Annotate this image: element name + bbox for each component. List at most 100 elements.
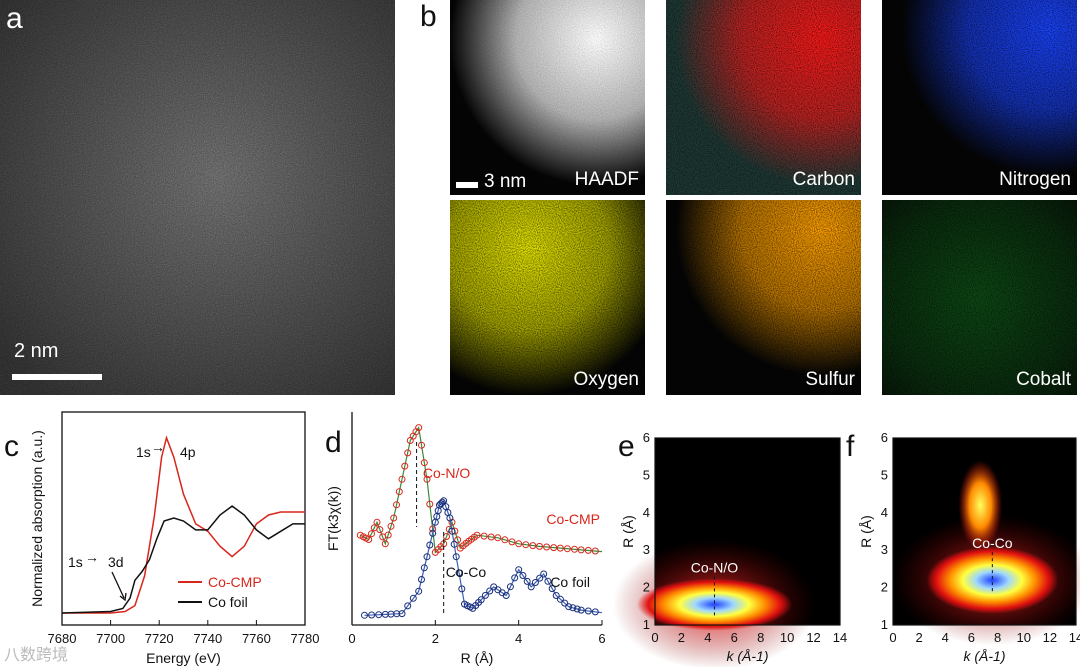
data-point-co-cmp [381,540,389,548]
data-point-co-foil [591,608,599,616]
heatmap-background-e [655,438,840,625]
panel-letter-a: a [6,2,23,35]
data-point-co-foil [426,541,434,549]
data-point-co-cmp [404,449,412,457]
panel-letter-c: c [4,430,19,463]
data-point-co-cmp [395,488,403,496]
x-tick-label-d: 2 [432,631,439,646]
eds-map-label: Sulfur [805,369,855,390]
x-tick-label-d: 6 [598,631,605,646]
x-tick-label-f: 2 [916,630,923,645]
data-point-co-cmp [387,522,395,530]
data-point-co-foil [461,600,468,608]
data-point-co-foil [434,507,442,515]
data-point-co-cmp [393,501,400,509]
data-point-co-foil [540,570,548,578]
data-point-co-foil [565,603,573,611]
y-axis-label-c: Normalized absorption (a.u.) [29,430,45,607]
series-label-co-cmp: Co-CMP [546,511,600,527]
pointer-arrowhead-3d [119,592,127,602]
data-point-co-cmp [584,546,592,554]
x-tick-label-c: 7740 [193,631,222,646]
data-point-co-cmp [431,548,439,556]
data-point-co-cmp [384,531,392,539]
series-line-co-cmp [62,435,305,614]
heatmap-glow-f [891,514,1080,646]
data-point-co-foil [573,605,581,613]
x-tick-label-d: 0 [348,631,355,646]
x-tick-label-e: 0 [651,630,658,645]
haadf-stem-image: a 2 nm [0,0,395,395]
x-tick-label-e: 4 [704,630,711,645]
heatmap-secondary-lobe [958,460,1003,551]
data-point-co-cmp [368,530,375,538]
data-point-co-foil [527,583,535,591]
annotation-1s-4p-to: 4p [180,444,196,460]
data-point-co-foil [437,500,445,508]
data-point-co-foil [577,606,585,614]
data-point-co-cmp [459,542,467,550]
y-tick-label-f: 3 [881,542,888,557]
heatmap-annotation-e: Co-N/O [691,559,739,575]
data-point-co-cmp [373,518,381,526]
data-point-co-foil [415,587,423,595]
data-point-co-foil [440,497,448,505]
heatmap-peak-e [636,578,793,631]
data-point-co-foil [519,572,527,579]
data-point-co-foil [444,509,452,516]
data-point-co-cmp [448,518,456,526]
eds-map-sulfur: Sulfur [666,200,861,395]
fit-line-co-foil [364,499,603,616]
x-tick-label-e: 6 [731,630,738,645]
y-tick-label-e: 3 [643,542,650,557]
data-point-co-cmp [473,531,481,539]
y-tick-label-f: 6 [881,430,888,445]
data-point-co-foil [502,592,510,599]
data-point-co-cmp [418,441,425,449]
eds-map-label: Oxygen [573,369,639,390]
x-tick-label-e: 8 [757,630,764,645]
data-point-co-foil [393,610,401,618]
data-point-co-cmp [440,540,448,548]
scale-bar-b [456,182,478,188]
eds-map-label: Nitrogen [999,169,1071,190]
heatmap-background-f [893,438,1076,625]
series-line-co-foil [61,505,305,614]
eds-map-label: HAADF [574,169,639,190]
data-point-co-cmp [522,541,530,549]
eds-map-nitrogen: Nitrogen [882,0,1077,195]
data-point-co-cmp [494,534,502,542]
x-tick-label-e: 10 [780,630,794,645]
data-point-co-foil [556,595,564,603]
data-point-co-cmp [401,462,409,470]
annotation-1s-4p-from: 1s [136,444,151,460]
data-point-co-cmp [577,546,585,554]
data-point-co-foil [448,527,456,535]
data-point-co-foil [429,529,437,537]
annotation-co-co: Co-Co [446,564,487,580]
data-point-co-cmp [468,535,475,543]
data-point-co-cmp [470,533,478,541]
data-point-co-foil [569,604,577,612]
xanes-plot-frame [61,411,306,626]
data-point-co-foil [450,540,458,548]
data-point-co-foil [409,594,417,602]
data-point-co-cmp [501,536,509,544]
data-point-co-cmp [456,544,464,552]
data-point-co-cmp [487,533,495,541]
y-tick-label-f: 5 [881,467,888,482]
data-point-co-foil [436,501,443,509]
eds-map-label: Carbon [792,169,855,190]
data-point-co-cmp [390,514,398,522]
x-tick-label-f: 10 [1016,630,1030,645]
y-axis-label-d: FT(k3χ(k)) [325,486,341,551]
data-point-co-foil [398,610,406,618]
stem-noise-texture [0,0,395,395]
legend-label-c: Co-CMP [208,574,262,590]
data-point-co-foil [433,513,441,520]
annotation-arrow-3d: → [85,549,99,565]
data-point-co-foil [431,518,439,526]
data-point-co-cmp [550,544,558,552]
x-tick-label-f: 0 [889,630,896,645]
data-point-co-cmp [420,459,428,467]
